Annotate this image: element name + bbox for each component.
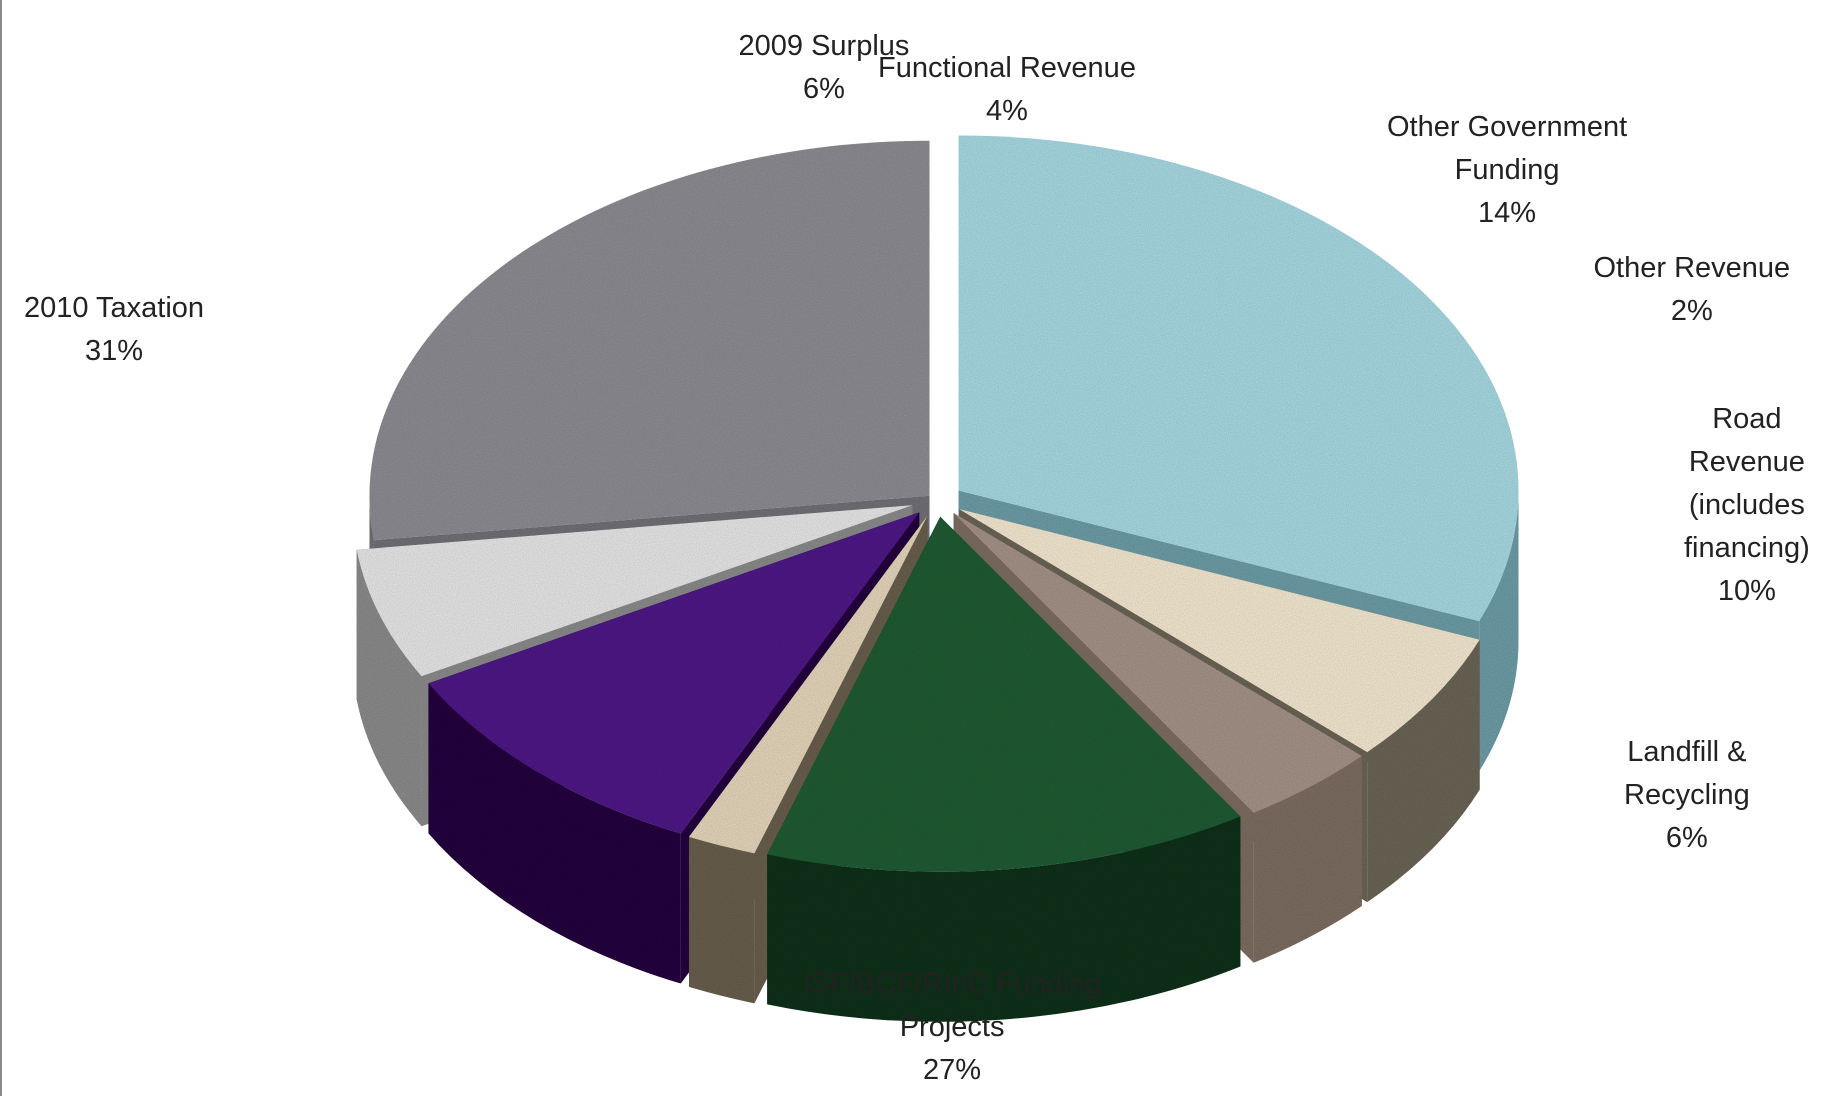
pie-slice-outer-wall-4	[688, 836, 755, 1004]
slice-value-label: 6%	[802, 73, 845, 105]
slice-label-2: Functional Revenue 4%	[878, 47, 1136, 133]
slice-label-5: Road Revenue (includes financing) 10%	[1684, 398, 1810, 613]
pie-slice-5	[428, 512, 920, 834]
slice-value-label: 14%	[1478, 196, 1537, 229]
slice-label-7: ISF/BCF/RInC Funding Projects 27%	[803, 963, 1101, 1092]
pie-slice-1	[958, 509, 1480, 753]
slice-label-line: 2009 Surplus	[738, 30, 910, 62]
slice-label-line: Other Revenue	[1593, 252, 1791, 284]
pie-slice-outer-wall-1	[1367, 639, 1480, 903]
pie-slice-3	[767, 516, 1241, 872]
pie-slice-outer-wall-6	[356, 549, 422, 827]
slice-value-label: 4%	[986, 95, 1028, 127]
pie-slice-outer-wall-2	[1253, 756, 1362, 963]
slice-label-line: financing)	[1684, 531, 1810, 564]
slice-label-line: Projects	[899, 1011, 1005, 1043]
slice-label-4: Other Revenue 2%	[1594, 247, 1791, 333]
pie-slice-6	[356, 505, 913, 677]
slice-label-line: Revenue	[1688, 445, 1805, 478]
slice-label-1: 2009 Surplus 6%	[739, 25, 910, 111]
slice-label-line: 2010 Taxation	[24, 292, 205, 324]
slice-label-line: Other Government	[1387, 110, 1628, 143]
slice-label-line: ISF/BCF/RInC Funding	[803, 968, 1102, 1000]
pie-slice-outer-wall-3	[767, 816, 1241, 1022]
slice-label-line: Road	[1712, 402, 1782, 435]
slice-label-line: Functional Revenue	[878, 52, 1136, 84]
slice-value-label: 10%	[1717, 574, 1776, 607]
slice-label-line: Landfill &	[1627, 735, 1747, 768]
slice-label-line: Recycling	[1624, 778, 1750, 811]
pie-slice-outer-wall-0	[1479, 490, 1519, 772]
slice-value-label: 31%	[85, 335, 144, 367]
slice-value-label: 6%	[1665, 821, 1708, 854]
slice-label-line: (includes	[1688, 488, 1805, 521]
pie-slice-7	[369, 140, 930, 541]
slice-value-label: 2%	[1670, 295, 1713, 327]
slice-label-0: 2010 Taxation 31%	[24, 287, 204, 373]
pie-slice-0	[958, 135, 1519, 622]
slice-label-line: Funding	[1454, 153, 1560, 186]
slice-value-label: 27%	[923, 1054, 982, 1086]
pie-slice-2	[953, 513, 1362, 813]
slice-label-3: Other Government Funding 14%	[1387, 106, 1627, 235]
pie-slice-4	[688, 515, 928, 854]
slice-label-6: Landfill & Recycling 6%	[1624, 731, 1750, 860]
pie-slice-outer-wall-5	[428, 683, 681, 984]
